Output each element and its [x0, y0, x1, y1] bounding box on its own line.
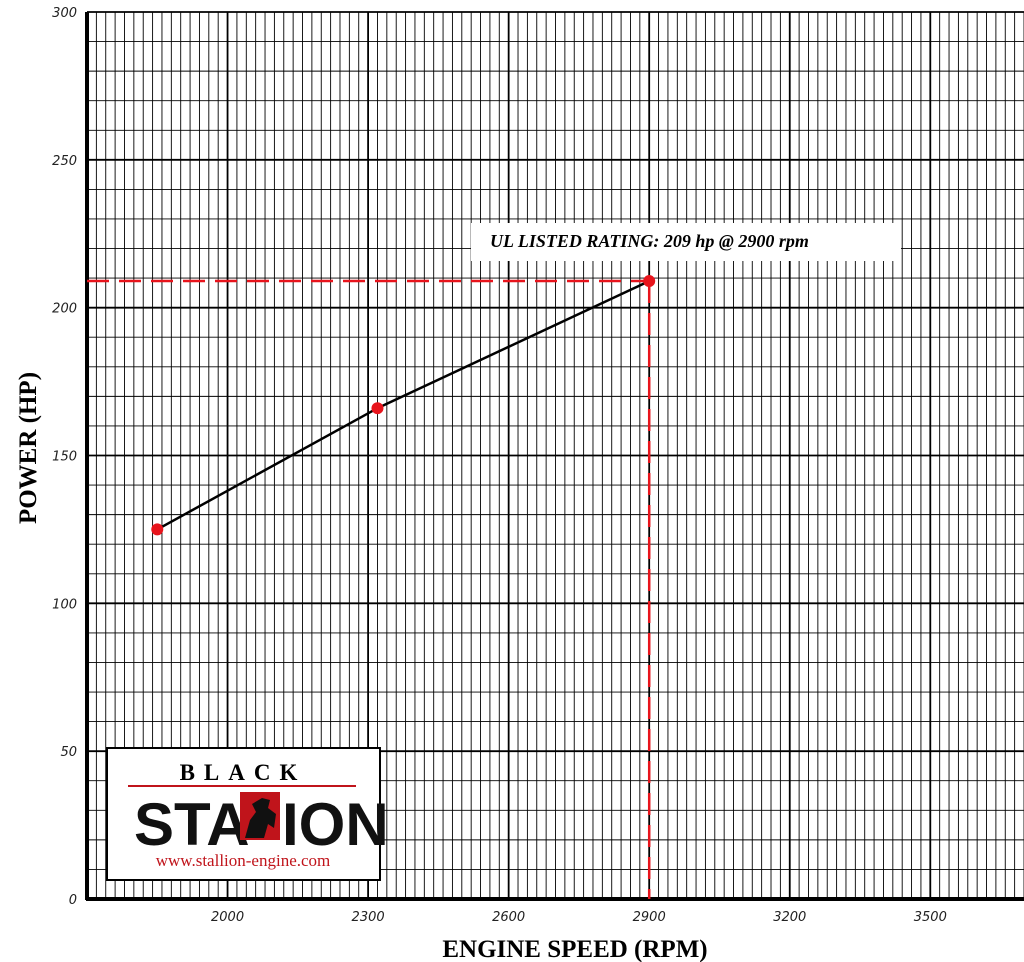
logo-top-word: BLACK: [180, 760, 307, 785]
y-axis-title: POWER (HP): [15, 372, 42, 524]
x-tick-label: 2900: [633, 910, 666, 925]
brand-logo: BLACK STA ION www.stallion-engine.com: [106, 747, 389, 881]
logo-main-word-right: ION: [282, 791, 389, 858]
reference-lines: [87, 279, 651, 899]
tick-labels: 2000 2300 2600 2900 3200 3500 0 50 100 150 200 250 3…: [52, 6, 947, 925]
annotation: UL LISTED RATING: 209 hp @ 2900 rpm: [471, 223, 901, 261]
series: [151, 275, 656, 536]
x-tick-label: 2000: [211, 910, 244, 925]
y-tick-label: 300: [52, 6, 77, 21]
y-tick-label: 100: [52, 597, 77, 612]
annotation-label: UL LISTED RATING: 209 hp @ 2900 rpm: [490, 231, 809, 251]
x-tick-label: 2300: [352, 910, 385, 925]
y-tick-label: 150: [52, 450, 77, 465]
x-tick-label: 2600: [492, 910, 525, 925]
y-tick-label: 250: [52, 154, 77, 169]
data-point: [643, 275, 656, 288]
data-point: [151, 523, 164, 536]
series-line: [156, 279, 650, 531]
y-tick-label: 50: [60, 745, 77, 760]
y-tick-label: 0: [69, 893, 77, 908]
annotation-box: [471, 223, 901, 261]
data-point: [371, 402, 384, 415]
logo-main-word-left: STA: [134, 791, 250, 858]
x-tick-label: 3500: [914, 910, 947, 925]
x-axis-title: ENGINE SPEED (RPM): [442, 936, 707, 962]
axes: [85, 12, 1024, 901]
horse-icon: [240, 792, 280, 840]
logo-url: www.stallion-engine.com: [156, 851, 331, 870]
x-tick-label: 3200: [773, 910, 806, 925]
y-tick-label: 200: [52, 302, 77, 317]
